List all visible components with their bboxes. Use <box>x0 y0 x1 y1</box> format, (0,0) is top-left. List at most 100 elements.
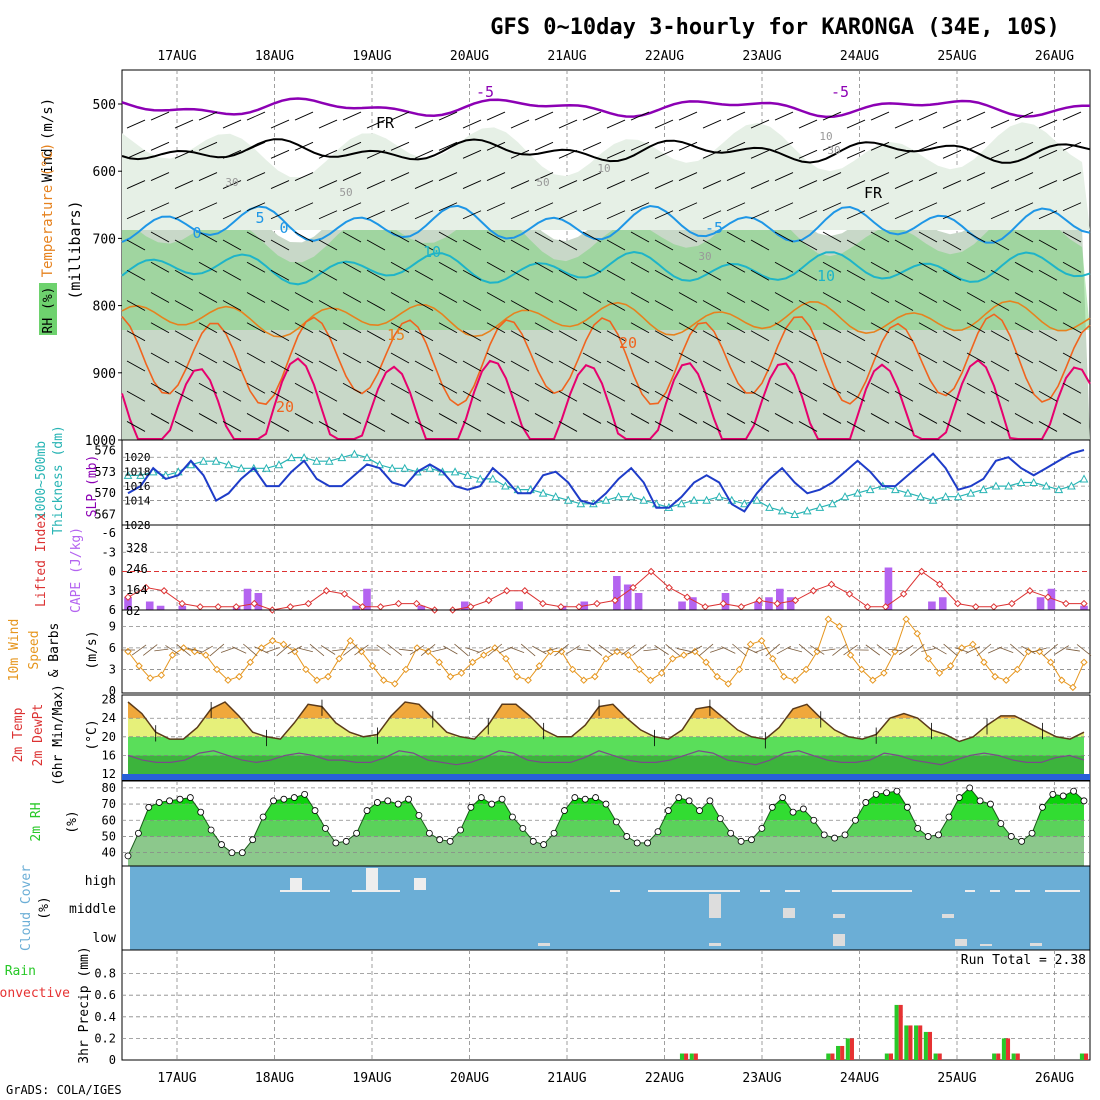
li-label: Lifted Index <box>34 513 49 607</box>
precip-label: 3hr Precip (mm) <box>77 946 92 1063</box>
data-point <box>924 833 932 840</box>
data-point <box>467 603 475 611</box>
data-point <box>614 492 623 501</box>
contour-label: 10 <box>423 243 441 261</box>
data-point <box>768 803 776 811</box>
data-point <box>706 797 714 805</box>
wind-barb <box>654 390 674 402</box>
wind-barb <box>154 648 169 652</box>
wind-barb <box>443 645 458 655</box>
temperature-label: Temperature (°C) <box>40 143 56 278</box>
wind-barb <box>966 202 986 212</box>
data-point <box>899 590 908 598</box>
wind-barb <box>918 141 938 151</box>
contour-line <box>121 138 1091 164</box>
wind-barb <box>534 352 554 364</box>
data-point <box>633 839 641 847</box>
wind-barb <box>486 261 506 273</box>
wind-barb <box>918 111 938 121</box>
wind-barb <box>420 643 436 657</box>
wind-barb <box>309 643 325 657</box>
contour-label: FR <box>376 114 395 132</box>
rh-shading <box>122 122 1090 230</box>
wind-barb <box>1062 172 1082 181</box>
bottom-date-label: 19AUG <box>352 1071 391 1086</box>
wind-barb <box>366 421 386 432</box>
precip-tick-label: 0.8 <box>94 967 116 981</box>
wind-barb <box>1062 322 1082 334</box>
wind-barb <box>462 360 482 372</box>
wind-barb <box>702 421 722 432</box>
wind-tick-label: 9 <box>109 619 116 633</box>
data-point <box>236 463 246 472</box>
wind-barb <box>520 643 536 657</box>
data-point <box>457 826 464 834</box>
wind-barb <box>630 413 650 424</box>
data-point <box>928 495 938 504</box>
wind-barb <box>750 390 770 402</box>
wind-barb <box>894 149 914 159</box>
data-point <box>1080 797 1088 805</box>
data-point <box>680 651 688 659</box>
data-point <box>773 599 782 608</box>
wind-barb <box>558 330 578 342</box>
data-point <box>980 658 988 666</box>
data-point <box>890 485 900 494</box>
minmax-label: (6hr Min/Max) <box>51 684 66 786</box>
data-point <box>322 824 329 832</box>
bottom-date-label: 23AUG <box>742 1071 781 1086</box>
wind-barb <box>543 647 558 653</box>
wind-barb <box>558 360 578 372</box>
data-point <box>262 463 271 472</box>
data-point <box>845 590 854 598</box>
wind-barb <box>966 352 986 364</box>
data-point <box>941 492 950 501</box>
wind-barb <box>1038 300 1058 311</box>
cape-bar <box>634 593 643 610</box>
wind-barb <box>390 382 410 394</box>
wind-barb <box>438 382 458 394</box>
precip-total-bar <box>689 1053 694 1060</box>
wind-barb <box>246 231 266 243</box>
data-point <box>457 669 466 677</box>
wind-barb <box>354 644 369 656</box>
wind-barb <box>270 180 290 189</box>
wind-barb <box>462 210 482 220</box>
wind-barb <box>534 141 554 151</box>
cape-label: CAPE (J/kg) <box>69 527 84 613</box>
wind-barb <box>876 644 892 656</box>
li-tick-label: 3 <box>109 584 116 598</box>
wind-barb <box>246 382 266 394</box>
data-point <box>557 647 566 656</box>
data-point <box>176 795 184 803</box>
wind-barb <box>894 239 914 251</box>
data-point <box>746 640 755 649</box>
data-point <box>592 794 600 801</box>
data-point <box>1018 837 1026 845</box>
wind-barb <box>558 239 578 251</box>
data-point <box>424 647 432 656</box>
wind-barb <box>320 645 336 655</box>
thickness-tick-label: 570 <box>94 486 116 500</box>
data-point <box>387 463 397 472</box>
wind-barb <box>870 352 890 364</box>
wind-barb <box>276 643 291 657</box>
data-point <box>903 488 913 497</box>
wind-barb <box>966 172 986 181</box>
data-point <box>571 794 579 801</box>
wind-barb <box>822 261 842 273</box>
data-point <box>467 803 475 811</box>
wind-barb <box>414 269 434 281</box>
wind-barb <box>126 390 146 402</box>
cape-bar <box>417 605 426 610</box>
wind-barb <box>534 322 554 334</box>
wind-barb <box>678 322 698 334</box>
wind-barb <box>174 239 194 251</box>
cloud-level-label: low <box>93 931 117 946</box>
wind-barb <box>832 644 847 656</box>
wind-barb <box>1014 141 1034 151</box>
data-point <box>1058 676 1066 684</box>
precip-total-bar <box>914 1025 919 1060</box>
wind-barb <box>846 149 866 159</box>
contour-label: 0 <box>192 224 201 242</box>
